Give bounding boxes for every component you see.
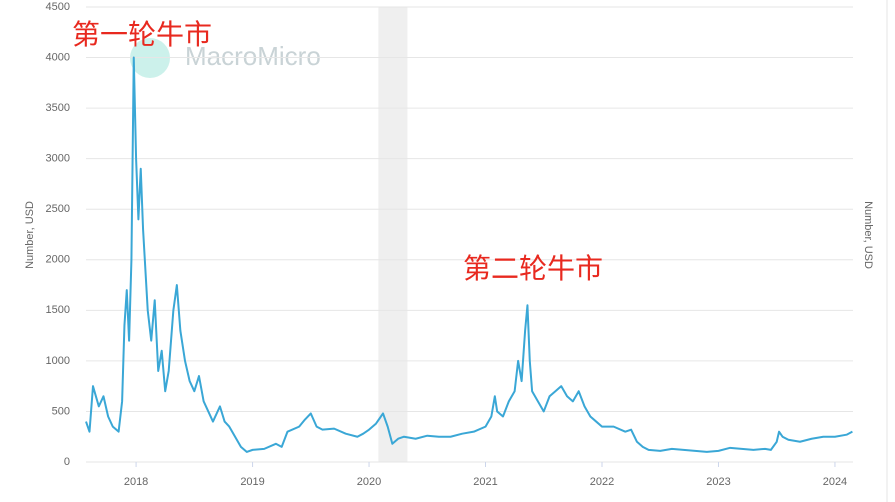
- y-tick-label: 1000: [46, 355, 70, 367]
- x-tick-label: 2024: [823, 476, 847, 488]
- watermark: MacroMicro: [185, 41, 321, 71]
- annotation: 第一轮牛市: [72, 18, 212, 51]
- data-line: [85, 56, 853, 453]
- x-tick-label: 2021: [473, 476, 497, 488]
- x-tick-label: 2018: [124, 476, 148, 488]
- y-axis-label-right: Number, USD: [862, 201, 874, 269]
- x-tick-label: 2020: [357, 476, 381, 488]
- y-tick-label: 4000: [46, 51, 70, 63]
- y-tick-label: 500: [52, 405, 70, 417]
- shaded-period: [378, 7, 408, 462]
- annotation: 第二轮牛市: [463, 252, 603, 285]
- x-tick-label: 2023: [706, 476, 730, 488]
- y-tick-label: 4500: [46, 1, 70, 13]
- x-tick-label: 2019: [240, 476, 264, 488]
- y-tick-label: 0: [64, 456, 70, 468]
- y-tick-label: 3000: [46, 153, 70, 165]
- y-tick-label: 2500: [46, 203, 70, 215]
- y-axis-label: Number, USD: [24, 201, 36, 269]
- y-tick-label: 2000: [46, 254, 70, 266]
- x-tick-label: 2022: [590, 476, 614, 488]
- y-tick-label: 1500: [46, 304, 70, 316]
- y-tick-label: 3500: [46, 102, 70, 114]
